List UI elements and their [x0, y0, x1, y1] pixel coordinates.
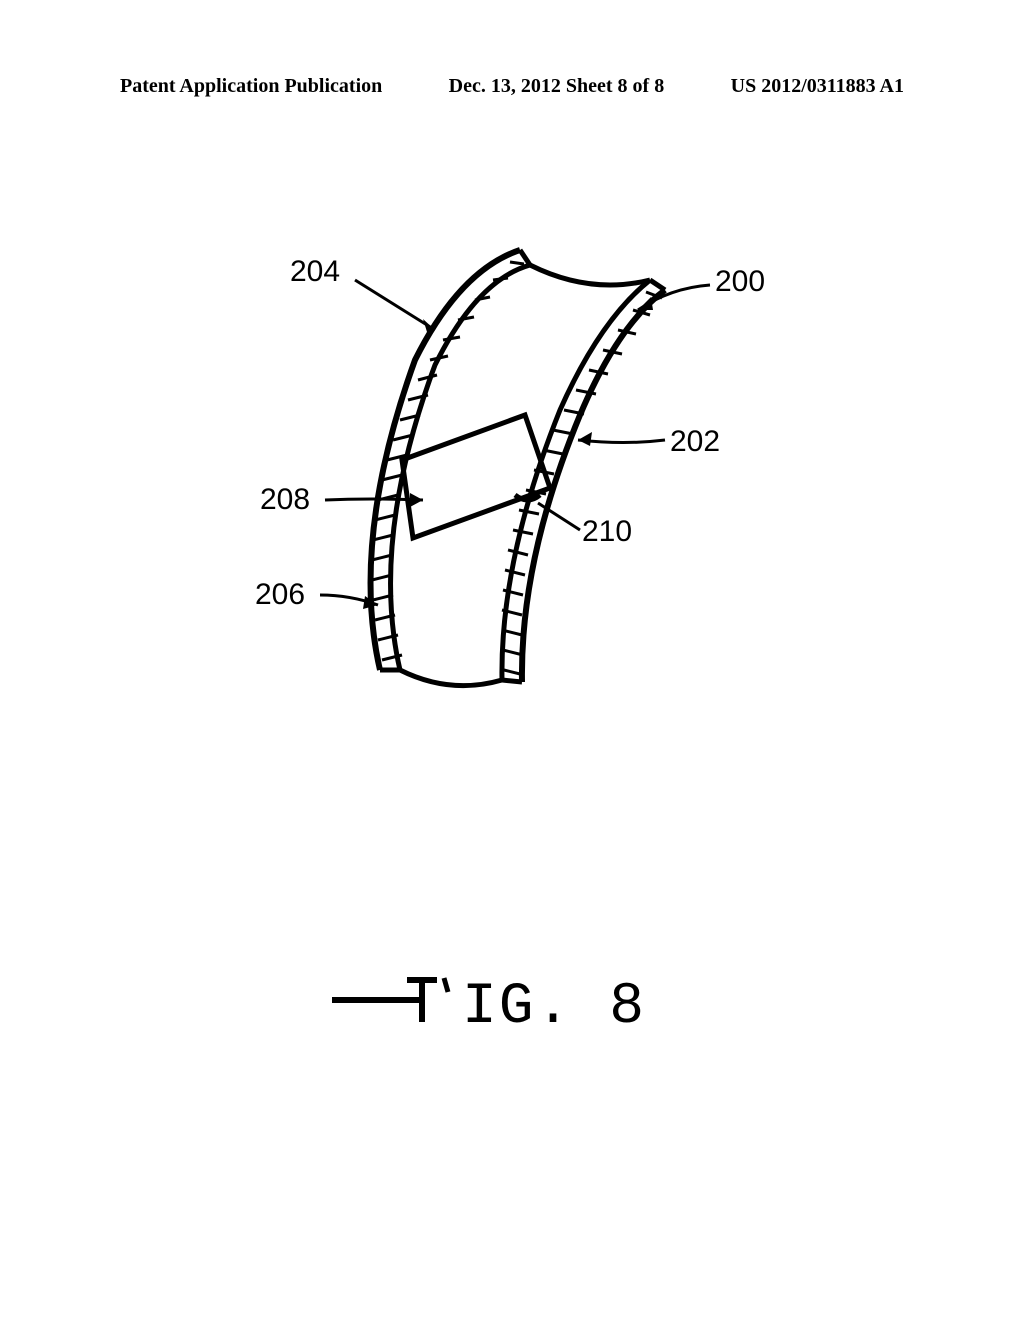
arrow-202	[578, 432, 592, 446]
right-wall	[502, 280, 665, 682]
header-center: Dec. 13, 2012 Sheet 8 of 8	[449, 75, 665, 98]
header-right: US 2012/0311883 A1	[731, 75, 904, 98]
fig-text: IG. 8	[462, 975, 646, 1040]
header-left: Patent Application Publication	[120, 75, 382, 98]
bottom-opening-edge	[400, 670, 502, 686]
top-opening-edge	[530, 265, 650, 285]
arrow-208	[410, 493, 423, 507]
leadline-204	[355, 280, 435, 330]
label-202: 202	[670, 425, 720, 459]
leadline-208	[325, 499, 423, 500]
internal-element	[402, 415, 550, 538]
page-header: Patent Application Publication Dec. 13, …	[0, 75, 1024, 98]
label-210: 210	[582, 515, 632, 549]
figure-caption: IG. 8	[0, 960, 1024, 1040]
figure-8: 204 200 202 208 210 206	[230, 240, 750, 720]
leadline-202	[578, 440, 665, 443]
label-208: 208	[260, 483, 310, 517]
figure-svg	[230, 240, 750, 720]
label-206: 206	[255, 578, 305, 612]
arrow-200	[638, 297, 653, 310]
label-200: 200	[715, 265, 765, 299]
label-204: 204	[290, 255, 340, 289]
fig-prefix-svg: IG. 8	[332, 960, 692, 1040]
